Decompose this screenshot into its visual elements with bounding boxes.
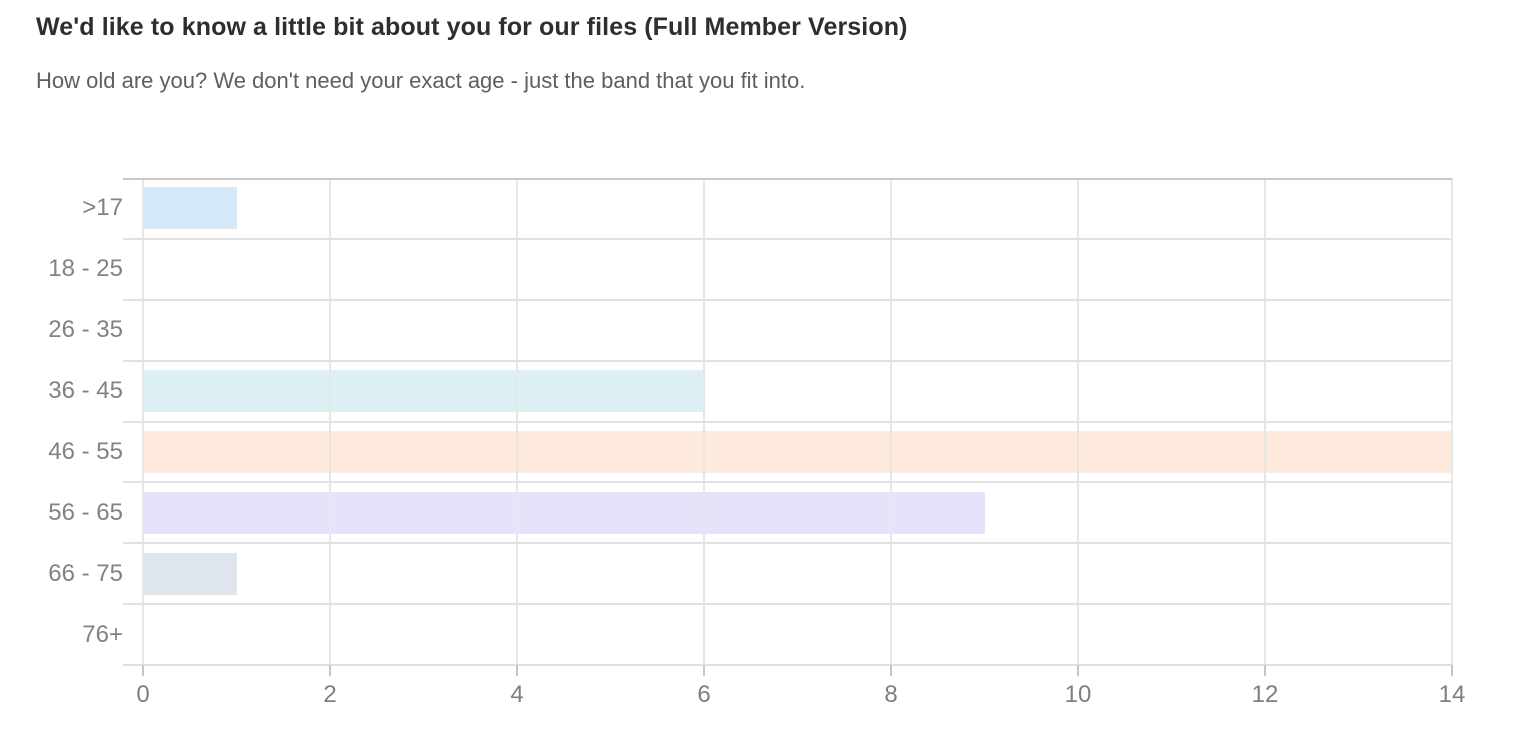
row-divider (123, 603, 1452, 606)
x-axis-tick-mark (142, 665, 144, 676)
y-axis-category-label: 76+ (82, 620, 123, 648)
value-bar (143, 491, 985, 534)
x-axis-tick-mark (1264, 665, 1266, 676)
vertical-gridline (1451, 178, 1453, 665)
row-divider (123, 237, 1452, 240)
x-axis-tick-mark (1451, 665, 1453, 676)
value-bar (143, 552, 237, 595)
x-axis-line (123, 664, 1452, 666)
x-axis-tick-mark (329, 665, 331, 676)
row-divider (123, 420, 1452, 423)
x-axis-tick-label: 10 (1064, 681, 1092, 708)
plot-top-border (123, 178, 1452, 180)
x-axis-tick-label: 6 (697, 681, 711, 708)
row-divider (123, 481, 1452, 484)
x-axis-tick-mark (890, 665, 892, 676)
value-bar (143, 187, 237, 230)
x-axis-tick-mark (516, 665, 518, 676)
y-axis-category-label: 36 - 45 (48, 377, 123, 405)
y-axis-category-label: 66 - 75 (48, 559, 123, 587)
x-axis-tick-label: 0 (136, 681, 150, 708)
row-divider (123, 542, 1452, 545)
x-axis-tick-label: 12 (1251, 681, 1279, 708)
x-axis-tick-mark (1077, 665, 1079, 676)
question-subtitle: How old are you? We don't need your exac… (36, 68, 806, 93)
y-axis-category-label: 46 - 55 (48, 437, 123, 465)
row-divider (123, 359, 1452, 362)
row-divider (123, 298, 1452, 301)
x-axis-tick-mark (703, 665, 705, 676)
value-bar (143, 370, 704, 413)
x-axis-tick-label: 14 (1438, 681, 1466, 708)
value-bar (143, 430, 1452, 473)
plot-area (123, 178, 1453, 676)
x-axis-tick-label: 4 (510, 681, 524, 708)
question-title: We'd like to know a little bit about you… (36, 13, 908, 41)
x-axis-tick-label: 8 (884, 681, 898, 708)
y-axis-category-label: 56 - 65 (48, 498, 123, 526)
y-axis-category-label: 18 - 25 (48, 255, 123, 283)
y-axis-category-label: 26 - 35 (48, 316, 123, 344)
x-axis-tick-label: 2 (323, 681, 337, 708)
y-axis-category-label: >17 (82, 194, 123, 222)
